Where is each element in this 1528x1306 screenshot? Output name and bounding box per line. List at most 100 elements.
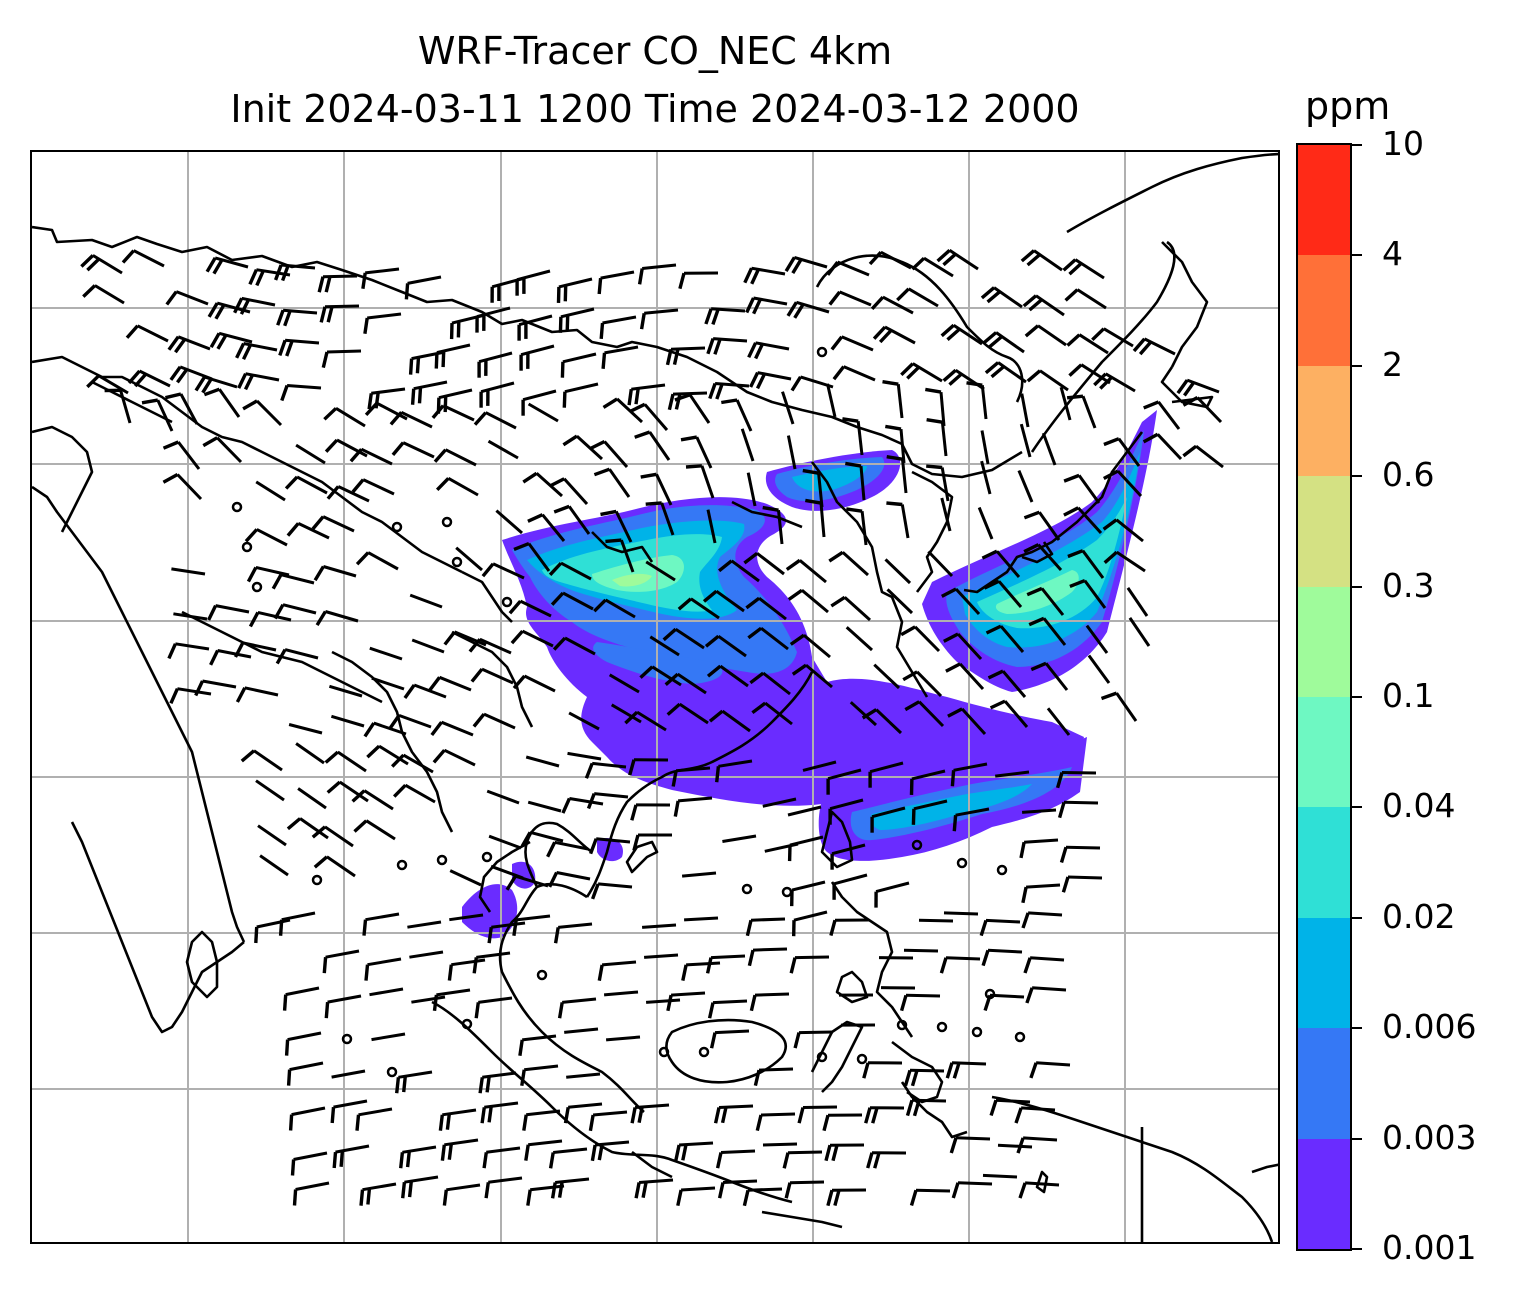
wind-barb-staff <box>614 510 633 543</box>
wind-barb-flag <box>133 372 148 388</box>
colorbar-bin <box>1298 254 1350 366</box>
wind-barb-staff <box>604 598 636 619</box>
wind-barb-flag <box>708 709 724 723</box>
wind-barb-staff <box>253 749 283 772</box>
wind-barb-staff <box>995 1098 1031 1104</box>
wind-barb-staff <box>918 918 954 923</box>
wind-barb-staff <box>995 770 1030 778</box>
wind-barb-flag <box>432 749 446 764</box>
wind-barb-staff <box>927 550 954 578</box>
wind-barb-flag <box>952 1062 961 1079</box>
wind-barb-staff <box>478 996 513 1004</box>
wind-barb-staff <box>478 351 513 364</box>
wind-barb-flag <box>286 522 300 537</box>
wind-barb-flag <box>941 587 957 598</box>
wind-barb-staff <box>367 551 399 571</box>
wind-barb-flag <box>363 317 369 335</box>
wind-barb-staff <box>524 1064 559 1072</box>
wind-barb-staff <box>369 987 404 997</box>
wind-barb-flag <box>905 1099 914 1117</box>
wind-barb-staff <box>177 687 212 696</box>
wind-barb-flag <box>330 1106 336 1124</box>
wind-barb-flag <box>441 351 446 368</box>
wind-barb-staff <box>1115 692 1138 722</box>
wind-barb-flag <box>862 1062 870 1079</box>
wind-barb-staff <box>527 542 551 572</box>
wind-barb-staff <box>860 511 868 546</box>
wind-barb-flag <box>1142 432 1159 444</box>
wind-barb-staff <box>485 411 517 430</box>
wind-barb-staff <box>592 1110 628 1117</box>
wind-barb-flag <box>717 1182 725 1199</box>
wind-barb-flag <box>169 688 179 704</box>
wind-barb-flag <box>364 402 379 417</box>
wind-barb-flag <box>628 759 636 776</box>
wind-barb-staff <box>402 1145 437 1154</box>
wind-barb-staff <box>369 646 403 661</box>
wind-barb-staff <box>641 923 677 929</box>
wind-barb-staff <box>411 638 445 654</box>
colorbar-tick <box>1352 916 1362 919</box>
wind-barb-flag <box>1021 912 1030 929</box>
wind-barb-flag <box>1057 801 1066 819</box>
wind-barb-flag <box>671 770 678 787</box>
wind-barb-staff <box>817 473 824 508</box>
colorbar-tick-label: 0.3 <box>1382 565 1435 605</box>
wind-barb-staff <box>638 1178 674 1184</box>
wind-barb-staff <box>1033 249 1063 272</box>
wind-barb-flag <box>311 515 325 530</box>
wind-barb-staff <box>409 950 444 959</box>
wind-barb-staff <box>92 254 123 275</box>
wind-barb-staff <box>710 954 746 960</box>
wind-barb-staff <box>982 1173 1018 1179</box>
wind-barb-flag <box>326 485 340 500</box>
colorbar-tick-label: 0.1 <box>1382 676 1435 715</box>
wind-barb-staff <box>530 1184 565 1192</box>
wind-barb-staff <box>1080 363 1111 385</box>
wind-barb-flag <box>1068 363 1083 377</box>
wind-barb-flag <box>793 1032 801 1049</box>
wind-barb-staff <box>367 957 402 967</box>
wind-barb-staff <box>923 256 954 278</box>
wind-barb-staff <box>365 819 396 841</box>
wind-barb-staff <box>1195 445 1224 469</box>
calm-wind-marker <box>781 886 793 898</box>
calm-wind-marker <box>984 988 996 1000</box>
wind-barb-flag <box>948 372 963 386</box>
wind-barb-staff <box>335 1144 370 1154</box>
wind-barb-flag <box>630 1107 637 1124</box>
wind-barb-flag <box>526 1189 532 1206</box>
wind-barb-flag <box>82 284 97 298</box>
wind-barb-flag <box>980 286 996 300</box>
wind-barb-flag <box>339 1150 345 1167</box>
wind-barb-staff <box>758 1067 794 1072</box>
wind-barb-flag <box>403 684 416 699</box>
wind-barb-staff <box>678 702 709 725</box>
wind-barb-flag <box>842 417 859 423</box>
wind-barb-staff <box>449 869 482 887</box>
wind-barb-flag <box>284 1039 290 1056</box>
wind-barb-staff <box>684 916 719 922</box>
wind-barb-staff <box>454 630 487 647</box>
wind-barb-flag <box>351 789 366 803</box>
wind-barb-staff <box>324 304 360 309</box>
wind-barb-staff <box>363 789 394 811</box>
wind-barb-flag <box>283 310 292 327</box>
wind-barb-flag <box>1068 262 1083 276</box>
wind-barb-flag <box>600 509 617 517</box>
colorbar-tick <box>1352 364 1362 367</box>
wind-barb-flag <box>1132 337 1146 353</box>
wind-barb-flag <box>755 373 767 390</box>
wind-barb-staff <box>244 686 279 697</box>
wind-barb-staff <box>322 515 355 533</box>
wind-barb-staff <box>296 475 328 495</box>
wind-barb-staff <box>516 914 551 922</box>
wind-barb-staff <box>871 806 906 819</box>
wind-barb-staff <box>740 428 755 462</box>
wind-barb-staff <box>676 672 707 695</box>
wind-barb-flag <box>212 258 224 275</box>
calm-wind-marker <box>816 1051 828 1063</box>
wind-barb-staff <box>999 625 1025 653</box>
wind-barb-flag <box>481 562 495 578</box>
wind-barb-staff <box>495 509 523 535</box>
